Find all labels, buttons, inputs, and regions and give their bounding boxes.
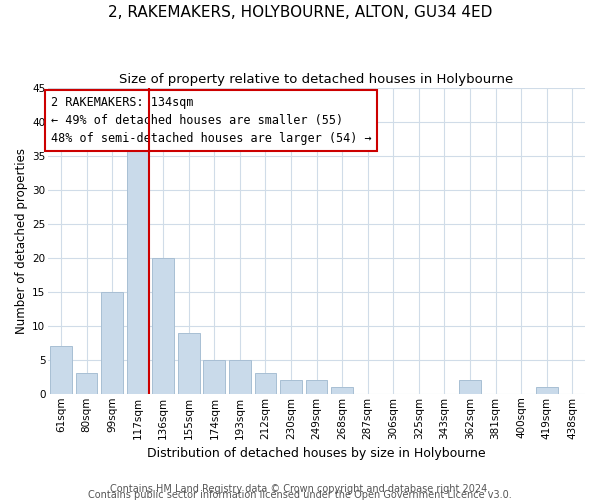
Bar [229,360,251,394]
Bar [101,292,123,394]
Bar [178,332,200,394]
Bar [50,346,72,394]
Text: Contains public sector information licensed under the Open Government Licence v3: Contains public sector information licen… [88,490,512,500]
Title: Size of property relative to detached houses in Holybourne: Size of property relative to detached ho… [119,72,514,86]
Text: 2 RAKEMAKERS: 134sqm
← 49% of detached houses are smaller (55)
48% of semi-detac: 2 RAKEMAKERS: 134sqm ← 49% of detached h… [51,96,371,144]
Bar [76,374,97,394]
Bar [536,387,557,394]
X-axis label: Distribution of detached houses by size in Holybourne: Distribution of detached houses by size … [147,447,486,460]
Bar [459,380,481,394]
Text: 2, RAKEMAKERS, HOLYBOURNE, ALTON, GU34 4ED: 2, RAKEMAKERS, HOLYBOURNE, ALTON, GU34 4… [108,5,492,20]
Bar [306,380,328,394]
Bar [152,258,174,394]
Text: Contains HM Land Registry data © Crown copyright and database right 2024.: Contains HM Land Registry data © Crown c… [110,484,490,494]
Bar [127,149,149,394]
Bar [331,387,353,394]
Y-axis label: Number of detached properties: Number of detached properties [15,148,28,334]
Bar [254,374,277,394]
Bar [203,360,225,394]
Bar [280,380,302,394]
